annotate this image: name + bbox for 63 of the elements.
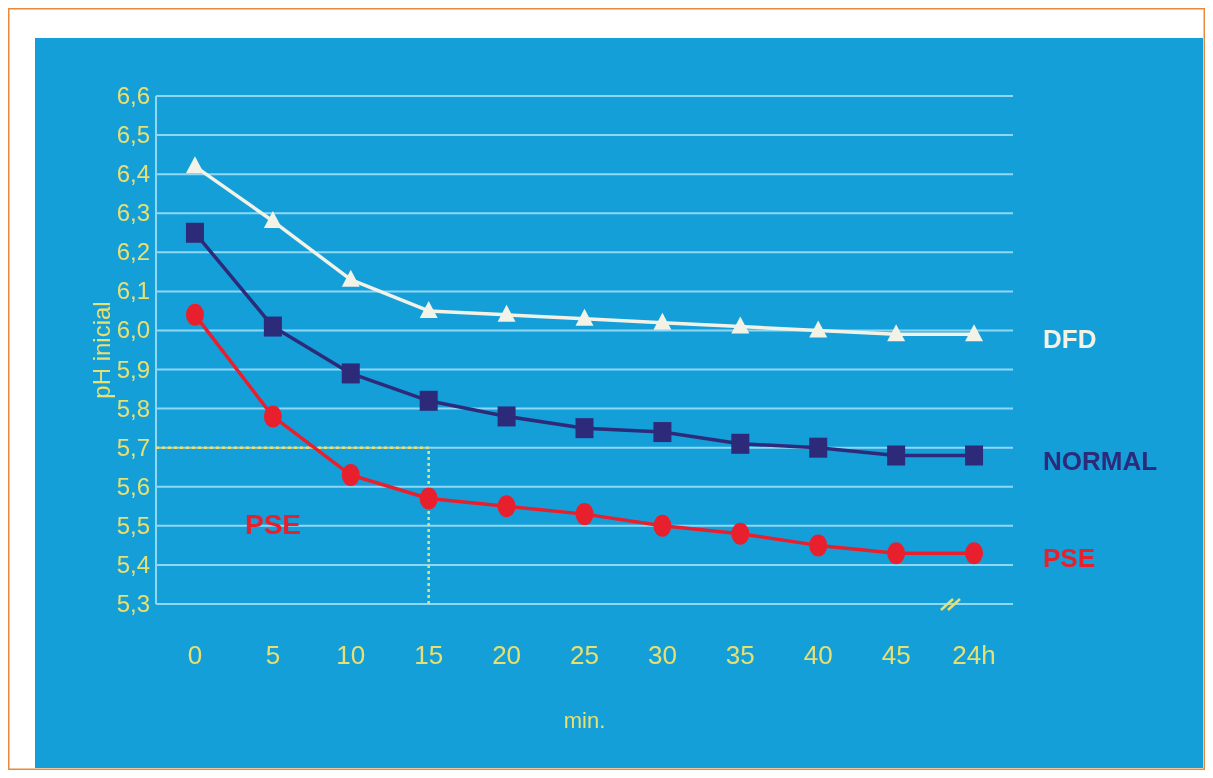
- x-tick-label: 5: [265, 640, 281, 670]
- text: PSE: [1043, 543, 1096, 574]
- point: [809, 534, 828, 557]
- point: [809, 320, 828, 338]
- x-tick-label: 0: [187, 640, 203, 670]
- point: [731, 316, 750, 334]
- point: [575, 308, 594, 326]
- y-tick-label: 5,9: [116, 355, 150, 383]
- y-tick-label: 5,3: [116, 590, 150, 617]
- x-tick-label: 45: [881, 640, 911, 670]
- x-axis-title: min.: [563, 708, 606, 733]
- y-tick-label: 6,1: [116, 277, 150, 305]
- x-tick-label: 15: [414, 640, 444, 670]
- point: [965, 445, 984, 466]
- y-tick-label: 5,4: [116, 550, 150, 578]
- point: [497, 495, 516, 518]
- point: [497, 304, 516, 322]
- point: [263, 211, 282, 229]
- point: [185, 156, 204, 174]
- y-tick-label: 6,4: [116, 160, 150, 188]
- text: NORMAL: [1043, 445, 1158, 476]
- x-tick-label: 30: [647, 640, 677, 670]
- y-tick-label: 6,5: [116, 121, 150, 149]
- point: [341, 363, 360, 384]
- point: [887, 542, 906, 565]
- point: [731, 433, 750, 454]
- x-tick-label: 25: [570, 640, 599, 670]
- y-tick-label: 5,8: [116, 394, 150, 422]
- point: [653, 514, 672, 537]
- point: [419, 487, 438, 510]
- y-tick-label: 5,6: [116, 472, 150, 500]
- point: [263, 316, 282, 337]
- point: [965, 324, 984, 342]
- x-tick-label: 24h: [952, 640, 996, 670]
- point: [575, 503, 594, 526]
- point: [809, 437, 828, 458]
- x-tick-label: 20: [492, 640, 522, 670]
- point: [263, 405, 282, 428]
- point: [653, 422, 672, 443]
- x-tick-label: 10: [336, 640, 366, 670]
- y-tick-label: 6,2: [116, 238, 150, 266]
- y-axis-title: pH inicial: [88, 301, 115, 399]
- point: [887, 324, 906, 342]
- text: DFD: [1043, 324, 1097, 355]
- point: [497, 406, 516, 427]
- point: [887, 445, 906, 466]
- point: [575, 418, 594, 439]
- point: [965, 542, 984, 565]
- y-tick-label: 5,5: [116, 511, 150, 539]
- y-tick-label: 6,3: [116, 199, 150, 227]
- point: [185, 222, 204, 243]
- point: [185, 303, 204, 326]
- x-tick-label: 35: [725, 640, 755, 670]
- x-tick-label: 40: [803, 640, 833, 670]
- y-tick-label: 6,0: [116, 316, 150, 344]
- y-tick-label: 6,6: [116, 82, 150, 109]
- point: [419, 300, 438, 318]
- point: [341, 464, 360, 487]
- point: [419, 390, 438, 411]
- y-tick-label: 5,7: [116, 433, 150, 461]
- point: [341, 269, 360, 287]
- point: [731, 522, 750, 545]
- point: [653, 312, 672, 330]
